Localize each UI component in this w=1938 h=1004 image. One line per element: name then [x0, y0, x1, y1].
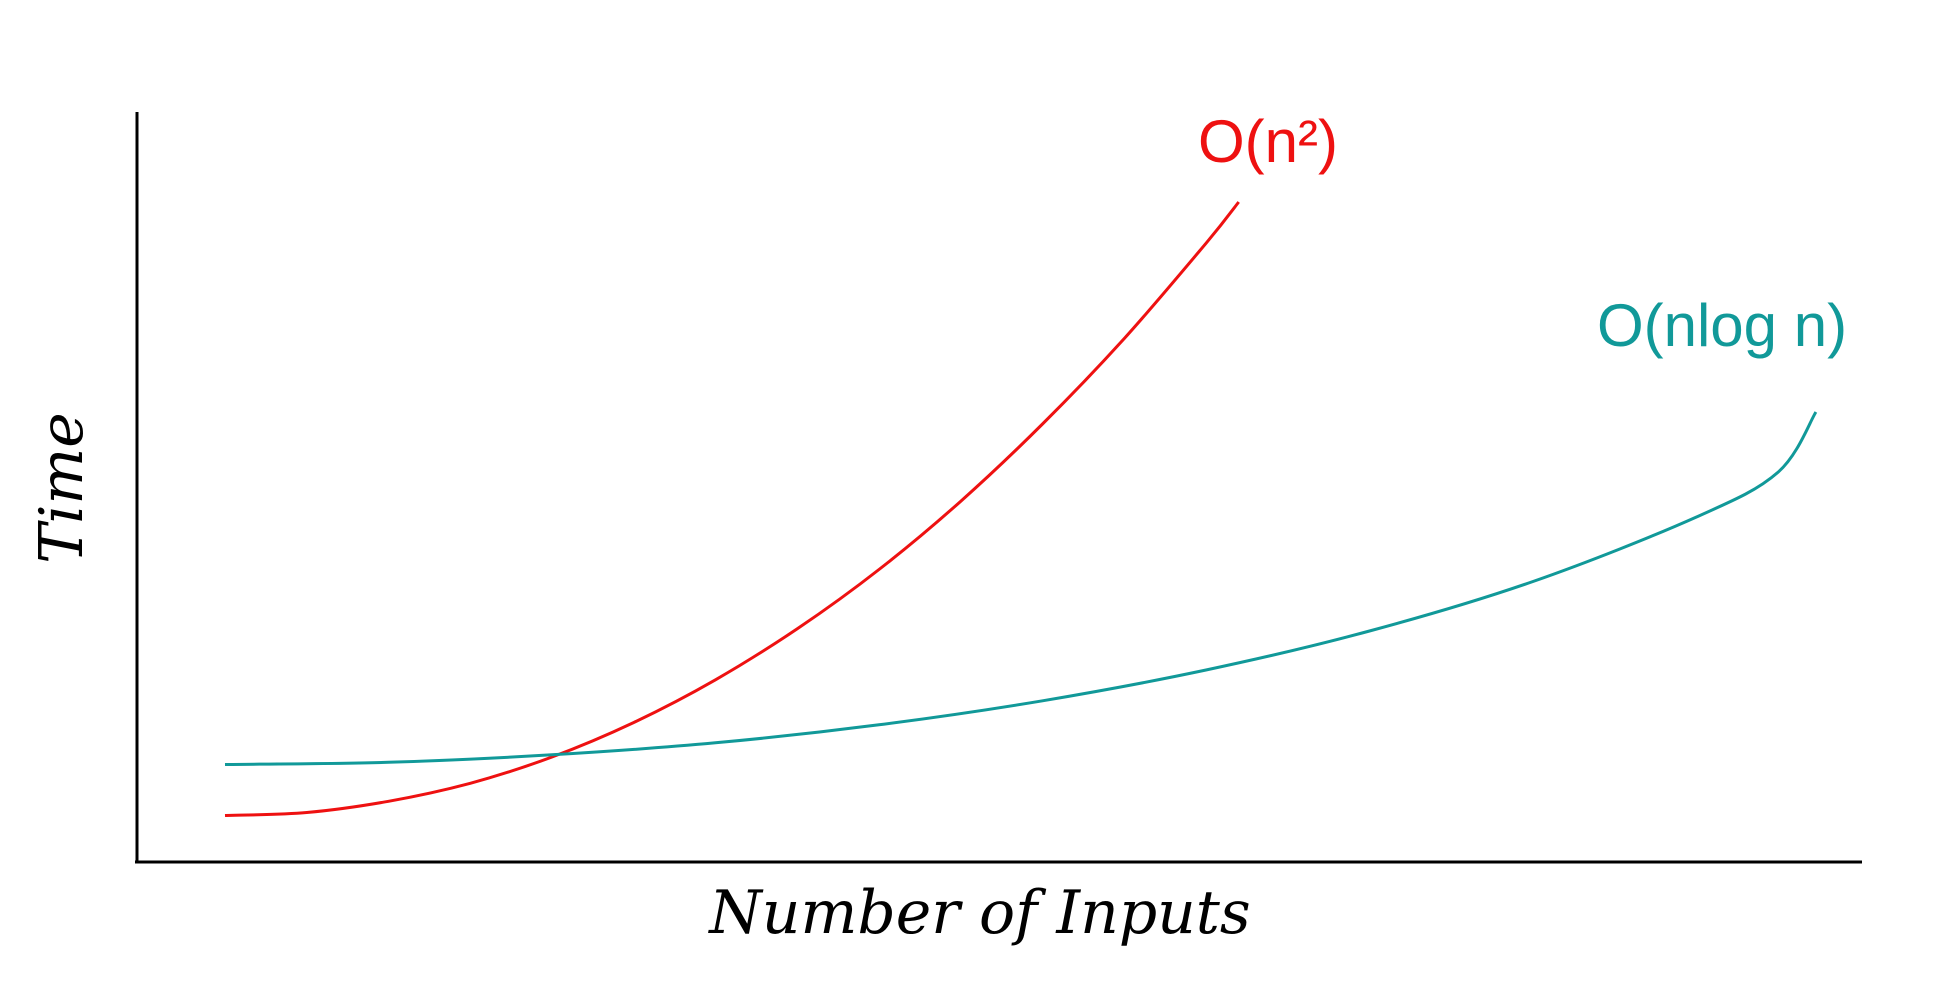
series-line-n-squared	[224, 201, 1240, 817]
series-label-n-squared: O(n²)	[1198, 108, 1338, 175]
y-axis-label: Time	[27, 412, 97, 564]
series-line-n-log-n	[224, 411, 1818, 766]
series-label-n-log-n: O(nlog n)	[1597, 292, 1847, 359]
series-layer	[224, 201, 1818, 817]
x-axis-label: Number of Inputs	[707, 878, 1250, 948]
